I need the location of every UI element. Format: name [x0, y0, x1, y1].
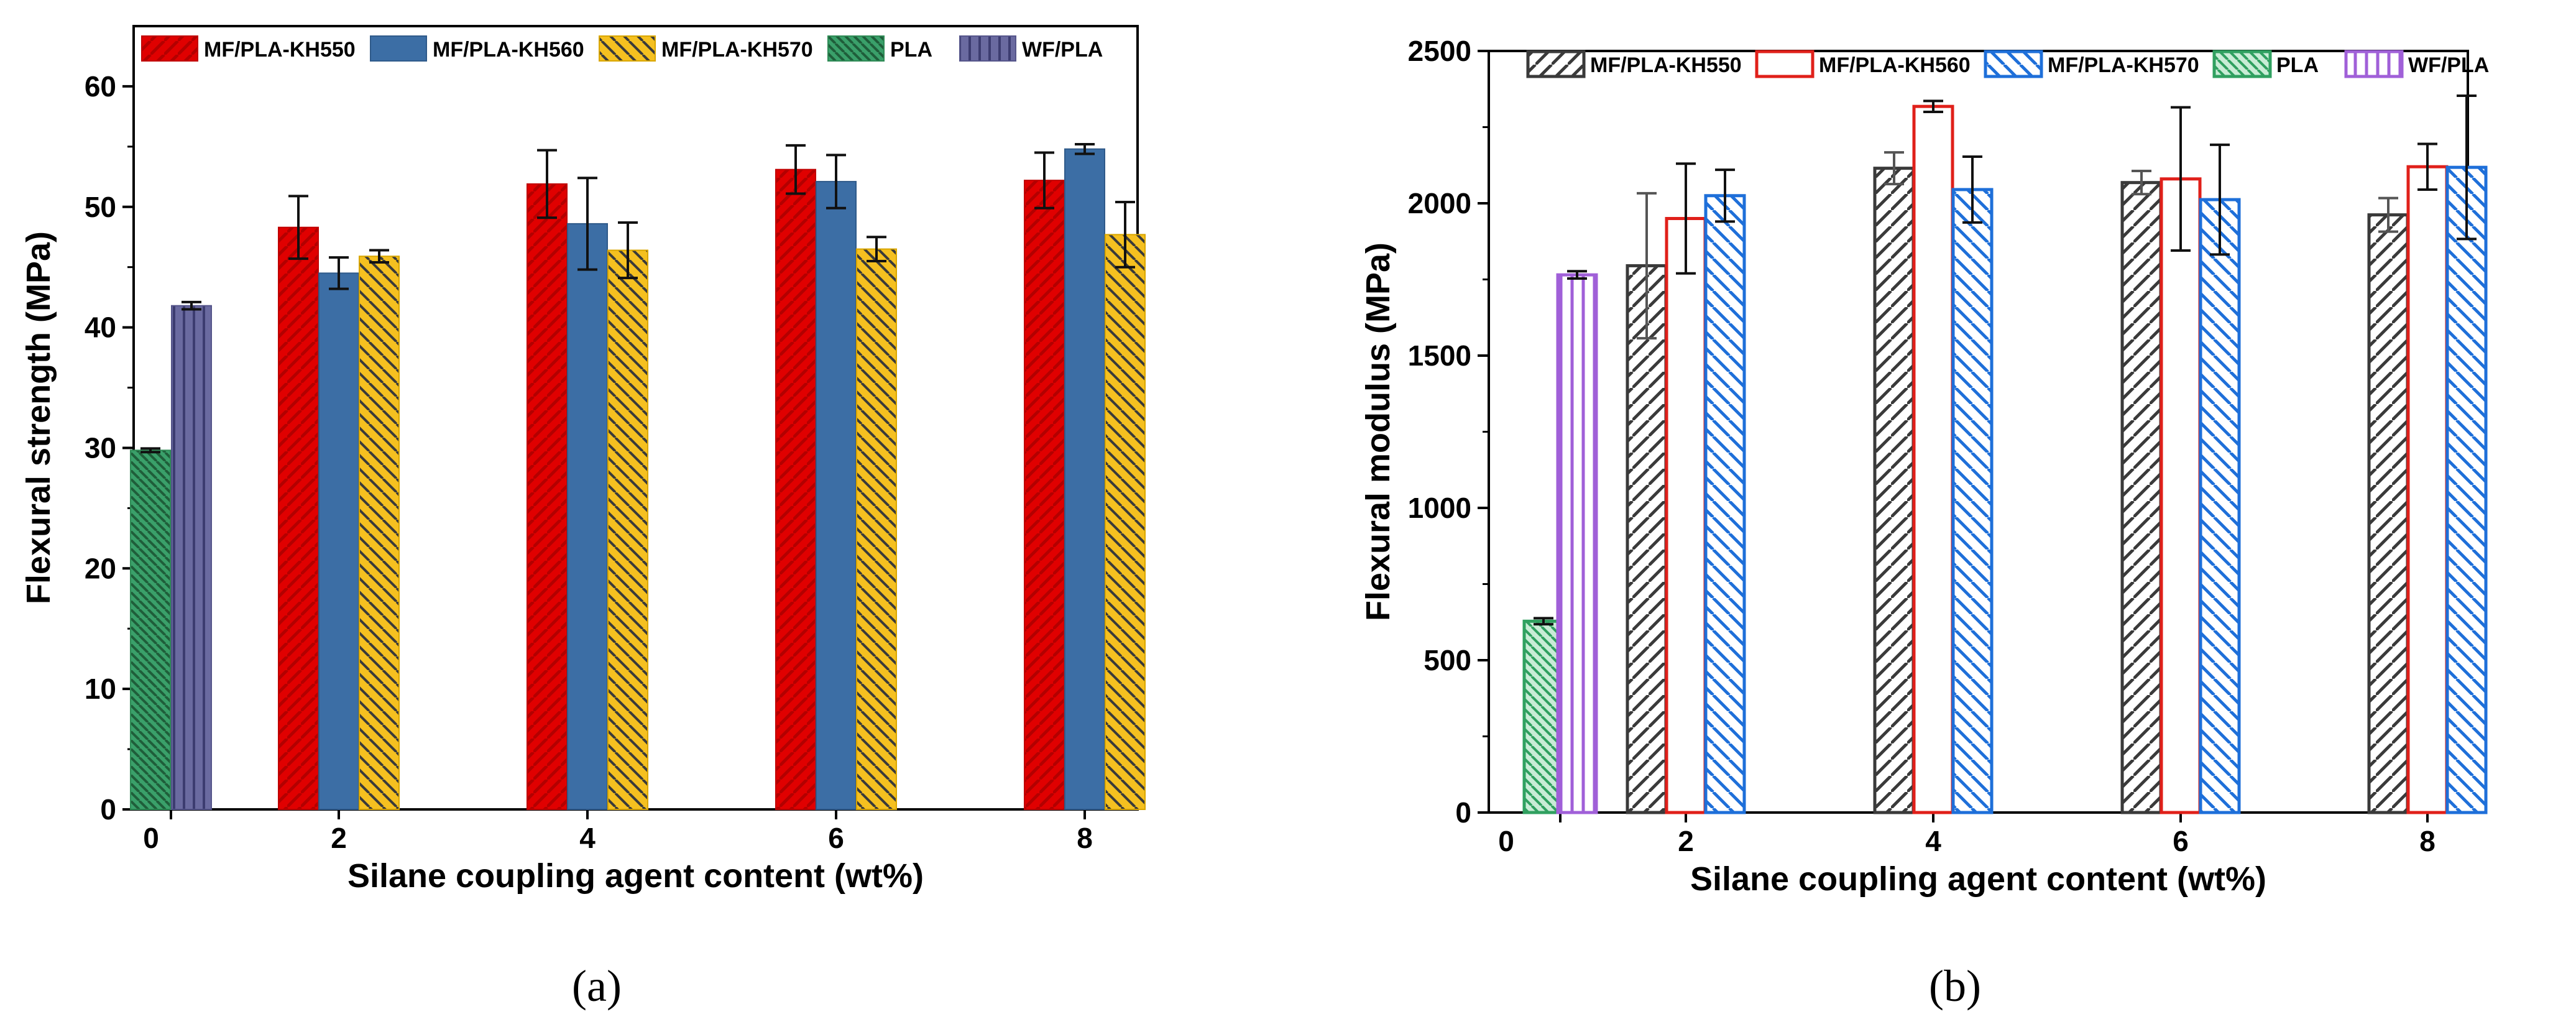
bar-mf-pla-kh560-8 [1064, 148, 1105, 811]
x-tick-label: 2 [1678, 825, 1694, 857]
y-tick-label: 2500 [1408, 35, 1471, 67]
legend-label-mf-pla-kh560: MF/PLA-KH560 [433, 38, 584, 62]
y-tick-label: 20 [85, 552, 116, 584]
y-axis-label: Flexural strength (MPa) [20, 231, 57, 604]
legend-label-wf-pla: WF/PLA [2408, 53, 2489, 77]
chart-panel-a: 0 10 20 30 40 50 60 0 2 4 6 8 Silane coupling agent … [20, 25, 1146, 1011]
legend-label-mf-pla-kh570: MF/PLA-KH570 [661, 38, 813, 62]
bar-mf-pla-kh560-6 [816, 181, 857, 810]
bar-mf-pla-kh550-2 [1626, 264, 1668, 814]
y-tick-label: 50 [85, 191, 116, 223]
y-tick-label: 60 [85, 70, 116, 103]
bar-mf-pla-kh570-2 [359, 256, 400, 810]
bar-mf-pla-kh560-6 [2160, 177, 2202, 814]
legend-label-mf-pla-kh550: MF/PLA-KH550 [204, 38, 356, 62]
x-tick-label: 4 [579, 822, 596, 854]
bar-mf-pla-kh570-6 [856, 248, 897, 811]
bar-mf-pla-kh550-8 [2367, 213, 2409, 814]
legend-swatch-mf-pla-kh560 [370, 35, 427, 62]
panel-caption: (b) [1929, 961, 1981, 1011]
bar-mf-pla-kh560-4 [1912, 104, 1954, 814]
y-tick-label: 2000 [1408, 187, 1471, 219]
legend-swatch-wf-pla [2344, 50, 2404, 78]
legend-swatch-mf-pla-kh550 [1526, 50, 1586, 78]
legend-label-wf-pla: WF/PLA [1022, 38, 1103, 62]
y-tick-label: 10 [85, 673, 116, 705]
y-tick-label: 0 [1455, 796, 1471, 829]
y-axis-label: Flexural modulus (MPa) [1359, 242, 1397, 621]
y-tick-label: 0 [100, 793, 116, 826]
bar-mf-pla-kh560-2 [1665, 217, 1707, 814]
legend-swatch-mf-pla-kh560 [1755, 50, 1815, 78]
bar-mf-pla-kh560-2 [318, 272, 359, 810]
legend-swatch-mf-pla-kh570 [599, 35, 656, 62]
x-tick-label: 4 [1925, 825, 1941, 857]
legend-label-mf-pla-kh550: MF/PLA-KH550 [1590, 53, 1742, 77]
bar-wf-pla-0 [1556, 273, 1598, 814]
bar-mf-pla-kh570-4 [607, 249, 648, 810]
legend-swatch-pla [827, 35, 885, 62]
x-tick-label: 8 [2419, 825, 2436, 857]
bar-mf-pla-kh570-8 [2445, 165, 2488, 814]
bar-mf-pla-kh550-2 [278, 226, 319, 810]
legend-label-mf-pla-kh570: MF/PLA-KH570 [2048, 53, 2199, 77]
bar-mf-pla-kh570-6 [2199, 198, 2241, 814]
bar-mf-pla-kh550-6 [2120, 181, 2163, 814]
legend-swatch-pla [2212, 50, 2272, 78]
x-axis-label: Silane coupling agent content (wt%) [1690, 860, 2266, 898]
y-tick-label: 500 [1424, 644, 1471, 676]
bar-mf-pla-kh570-4 [1951, 188, 1994, 814]
bar-mf-pla-kh550-4 [527, 183, 568, 810]
y-tick-label: 40 [85, 311, 116, 344]
panel-caption: (a) [572, 961, 622, 1011]
x-axis-label: Silane coupling agent content (wt%) [347, 857, 924, 895]
chart-panel-b: 0 500 1000 1500 2000 2500 0 2 4 6 8 Silane coupling… [1359, 35, 2489, 1011]
legend-label-pla: PLA [2276, 53, 2319, 77]
x-tick-label: 6 [2173, 825, 2189, 857]
legend-swatch-wf-pla [959, 35, 1016, 62]
bar-wf-pla-0 [171, 305, 212, 810]
x-tick-label: 0 [1498, 825, 1514, 857]
bar-mf-pla-kh570-2 [1704, 194, 1746, 814]
bar-mf-pla-kh550-4 [1873, 167, 1915, 814]
y-tick-label: 1000 [1408, 492, 1471, 524]
y-tick-label: 1500 [1408, 339, 1471, 372]
bar-mf-pla-kh550-6 [775, 168, 816, 811]
bar-pla-0 [130, 449, 171, 810]
x-tick-label: 8 [1077, 822, 1093, 854]
legend-swatch-mf-pla-kh550 [141, 35, 198, 62]
bar-mf-pla-kh560-8 [2406, 165, 2449, 814]
x-tick-label: 2 [331, 822, 347, 854]
bar-mf-pla-kh570-8 [1105, 234, 1146, 811]
y-tick-label: 30 [85, 431, 116, 464]
bar-mf-pla-kh550-8 [1024, 180, 1065, 811]
x-tick-label: 6 [828, 822, 844, 854]
x-tick-label: 0 [143, 822, 159, 854]
legend-label-mf-pla-kh560: MF/PLA-KH560 [1819, 53, 1971, 77]
legend-swatch-mf-pla-kh570 [1984, 50, 2043, 78]
legend-label-pla: PLA [890, 38, 932, 62]
bar-mf-pla-kh560-4 [567, 223, 608, 810]
